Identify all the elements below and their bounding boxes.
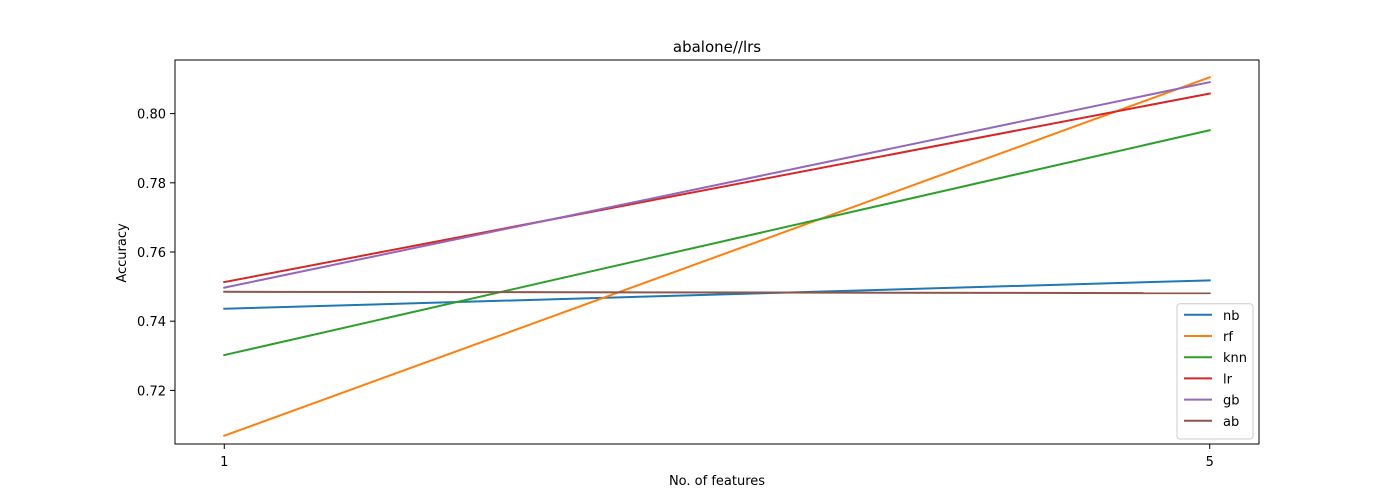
series-line-rf [222,76,1212,437]
legend-label-rf: rf [1223,330,1233,345]
series-line-ab [223,290,1211,295]
series-line-gb [223,80,1211,289]
legend: nb rf knn lr gb ab [1176,303,1254,440]
y-tick-label: 0.76 [137,246,166,261]
legend-label-knn: knn [1223,351,1247,366]
series-lines [222,76,1212,437]
legend-label-nb: nb [1223,309,1240,324]
x-axis-label: No. of features [669,474,765,489]
x-tick-label: 5 [1206,455,1214,470]
series-line-nb [223,279,1211,310]
y-axis-label: Accuracy [115,223,130,283]
x-tick-label: 1 [220,455,228,470]
legend-label-ab: ab [1223,415,1239,430]
y-tick-label: 0.80 [137,108,166,123]
legend-label-gb: gb [1223,394,1240,409]
chart-title: abalone//lrs [673,38,761,56]
series-line-lr [223,92,1211,284]
y-tick-label: 0.78 [137,177,166,192]
y-tick-label: 0.72 [137,384,166,399]
series-line-knn [223,129,1211,357]
plot-area: 1 5 0.72 0.74 0.76 0.78 0.80 [137,59,1260,470]
y-tick-label: 0.74 [137,315,166,330]
legend-box [1176,303,1254,440]
legend-label-lr: lr [1223,372,1233,387]
